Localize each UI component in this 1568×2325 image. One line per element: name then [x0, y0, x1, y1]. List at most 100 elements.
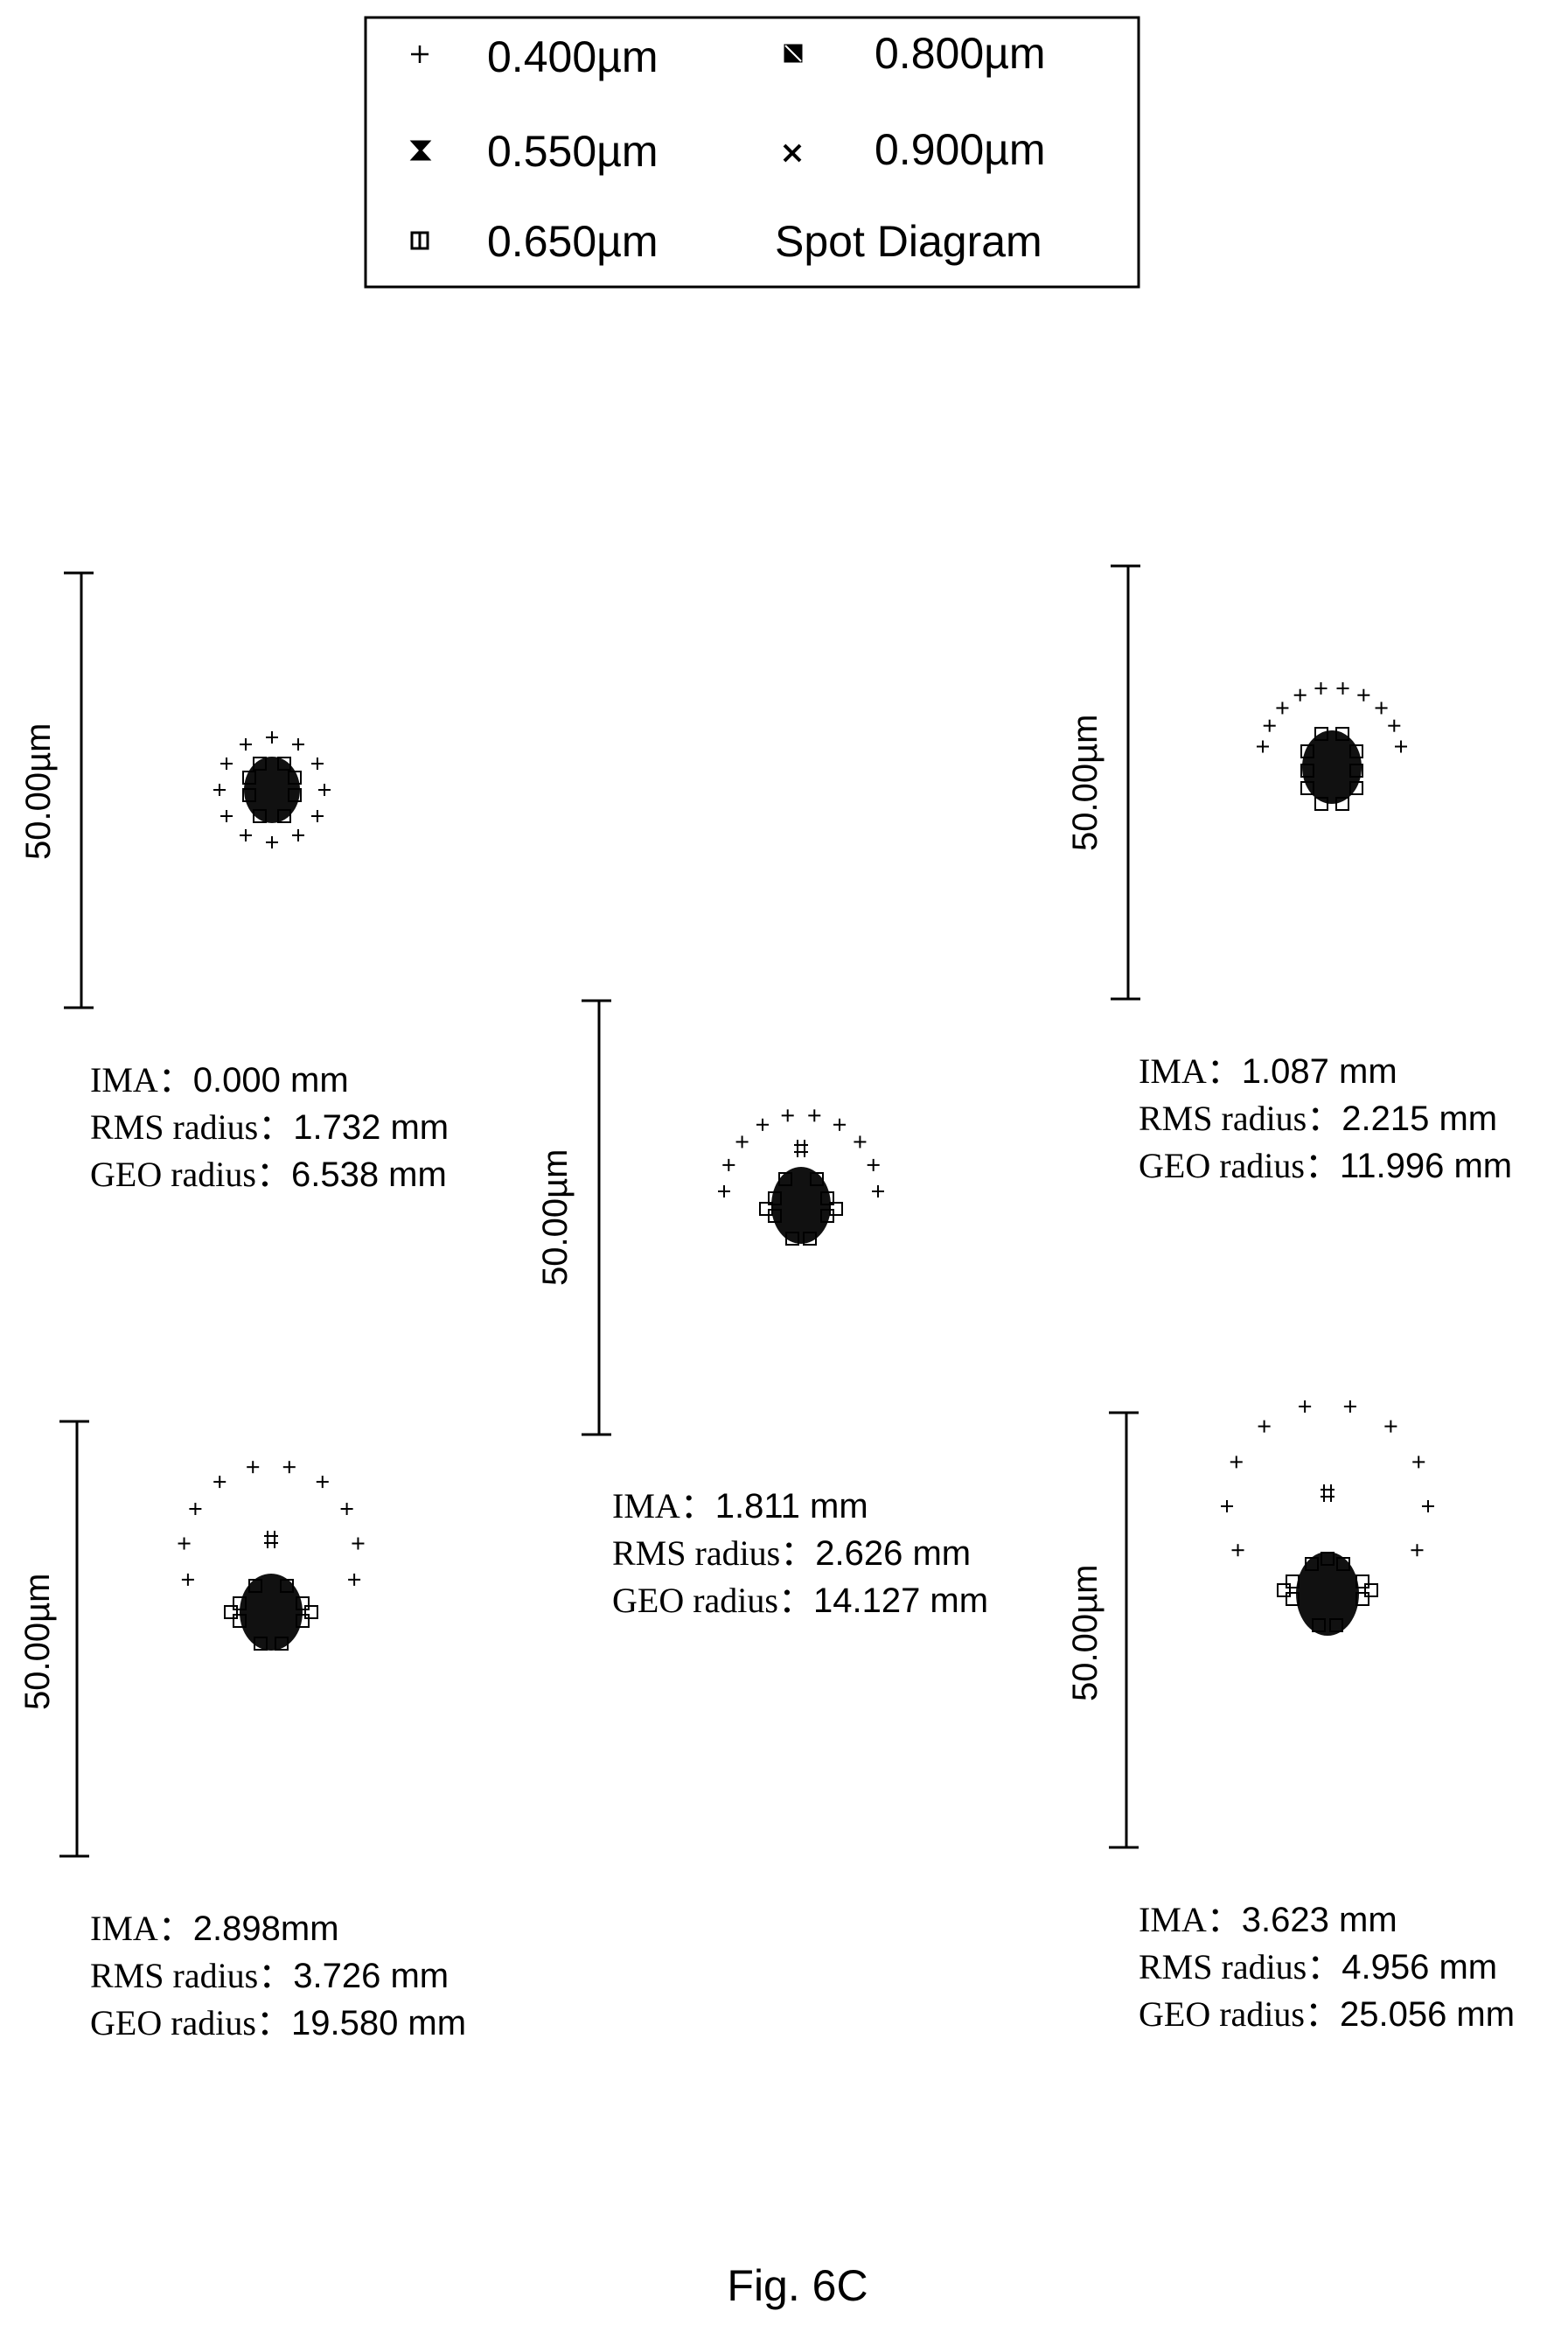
- spot-plus-mark: [220, 810, 233, 822]
- legend-box: [364, 16, 1140, 289]
- spot-plus-mark: [808, 1109, 821, 1122]
- spot-square-mark: [242, 788, 256, 802]
- spot-plus-mark: [1421, 1500, 1434, 1513]
- spot-plus-mark: [1384, 1420, 1397, 1433]
- spot-plus-mark: [1343, 1400, 1356, 1413]
- spot-plus-mark: [316, 1476, 329, 1489]
- spot-plus-mark: [292, 738, 304, 751]
- spot-plus-mark: [833, 1118, 846, 1131]
- panel-3-geo-line: GEO radius：14.127 mm: [612, 1581, 988, 1620]
- spot-square-mark: [275, 1637, 289, 1651]
- legend: 0.400µm 0.550µm 0.650µm 0.800µm 0.900µm …: [364, 16, 1140, 289]
- spot-plus-mark: [213, 1476, 226, 1489]
- spot-plus-mark: [282, 1461, 296, 1474]
- spot-plus-mark: [352, 1537, 365, 1550]
- spot-plus-mark: [735, 1135, 749, 1149]
- spot-square-mark: [277, 757, 291, 771]
- scale-bar-5: [1109, 1411, 1139, 1849]
- spot-square-mark: [288, 771, 302, 785]
- spot-plus-mark: [1412, 1456, 1425, 1469]
- spot-square-mark: [253, 757, 267, 771]
- spot-square-mark: [785, 1232, 799, 1246]
- panel-5-rms-line: RMS radius：4.956 mm: [1139, 1947, 1497, 1986]
- panel-1-ima-line: IMA：0.000 mm: [90, 1060, 349, 1100]
- spot-hash-mark: [1321, 1484, 1335, 1502]
- spot-plus-mark: [247, 1461, 260, 1474]
- spot-plus-mark: [266, 731, 278, 744]
- spot-plus-mark: [240, 738, 252, 751]
- panel-5-geo-line: GEO radius：25.056 mm: [1139, 1994, 1515, 2034]
- spot-square-mark: [820, 1191, 834, 1205]
- spot-plus-mark: [1411, 1544, 1424, 1557]
- spot-plus-mark: [1336, 681, 1349, 695]
- spot-plus-mark: [220, 758, 233, 770]
- scale-bars: [59, 564, 1140, 1858]
- spot-square-mark: [1349, 744, 1363, 758]
- spot-plus-mark: [1299, 1400, 1312, 1413]
- spot-square-mark: [233, 1614, 247, 1628]
- panel-2-ima-line: IMA：1.087 mm: [1139, 1051, 1397, 1091]
- panel-3-rms-line: RMS radius：2.626 mm: [612, 1533, 971, 1573]
- spot-hash-mark: [264, 1531, 278, 1548]
- spot-cluster-1: [213, 731, 331, 848]
- panel-1-geo-line: GEO radius：6.538 mm: [90, 1155, 447, 1194]
- legend-marker-square-icon: [410, 231, 429, 250]
- spot-plus-mark: [756, 1118, 769, 1131]
- spot-plus-mark: [722, 1158, 735, 1171]
- spot-square-mark: [1300, 781, 1314, 795]
- legend-marker-filled-square-icon: [784, 44, 803, 63]
- spot-square-mark: [1329, 1618, 1343, 1632]
- spot-plus-mark: [348, 1573, 361, 1586]
- spot-plus-mark: [1375, 702, 1388, 715]
- spot-plus-mark: [1293, 688, 1307, 702]
- spot-square-mark: [1349, 764, 1363, 778]
- legend-label-1: 0.400µm: [487, 32, 659, 81]
- spot-plus-mark: [867, 1158, 880, 1171]
- spot-square-mark: [1335, 727, 1349, 741]
- spot-plus-mark: [213, 784, 226, 796]
- spot-square-mark: [768, 1191, 782, 1205]
- scale-label-1: 50.00µm: [19, 723, 58, 860]
- spot-square-mark: [1300, 764, 1314, 778]
- spot-square-mark: [253, 809, 267, 823]
- spot-square-mark: [1355, 1574, 1369, 1588]
- spot-plus-mark: [1256, 740, 1269, 753]
- spot-square-mark: [1335, 797, 1349, 811]
- spot-square-mark: [277, 809, 291, 823]
- spot-square-mark: [1277, 1583, 1291, 1597]
- panel-3-ima-line: IMA：1.811 mm: [612, 1486, 868, 1526]
- spot-square-mark: [1314, 797, 1328, 811]
- legend-label-4: 0.800µm: [875, 29, 1046, 78]
- spot-plus-mark: [1221, 1500, 1234, 1513]
- spot-plus-mark: [318, 784, 331, 796]
- spot-plus-mark: [1314, 681, 1328, 695]
- spot-plus-mark: [1258, 1420, 1271, 1433]
- spot-square-mark: [759, 1202, 773, 1216]
- spot-square-mark: [1300, 744, 1314, 758]
- scale-bar-2: [1111, 564, 1140, 1001]
- spot-square-mark: [224, 1605, 238, 1619]
- spot-square-mark: [248, 1579, 262, 1593]
- spot-plus-mark: [178, 1537, 191, 1550]
- spot-square-mark: [1286, 1574, 1300, 1588]
- spot-square-mark: [1305, 1557, 1319, 1571]
- scale-bar-3: [582, 999, 611, 1436]
- spot-square-mark: [778, 1172, 792, 1186]
- spot-square-mark: [1314, 727, 1328, 741]
- figure-caption: Fig. 6C: [727, 2261, 868, 2310]
- spot-square-mark: [810, 1172, 824, 1186]
- panel-1-rms-line: RMS radius：1.732 mm: [90, 1107, 449, 1147]
- spot-square-mark: [242, 771, 256, 785]
- spot-square-mark: [1286, 1592, 1300, 1606]
- spot-square-mark: [254, 1637, 268, 1651]
- scale-label-3: 50.00µm: [536, 1149, 575, 1286]
- spot-square-mark: [296, 1596, 310, 1610]
- spot-square-mark: [304, 1605, 318, 1619]
- spot-plus-mark: [718, 1185, 730, 1197]
- spot-square-mark: [1321, 1552, 1335, 1566]
- spot-core: [1296, 1552, 1359, 1636]
- spot-plus-mark: [1395, 740, 1408, 753]
- spot-square-mark: [1355, 1592, 1369, 1606]
- spot-core: [1302, 730, 1362, 804]
- spot-plus-mark: [240, 828, 252, 841]
